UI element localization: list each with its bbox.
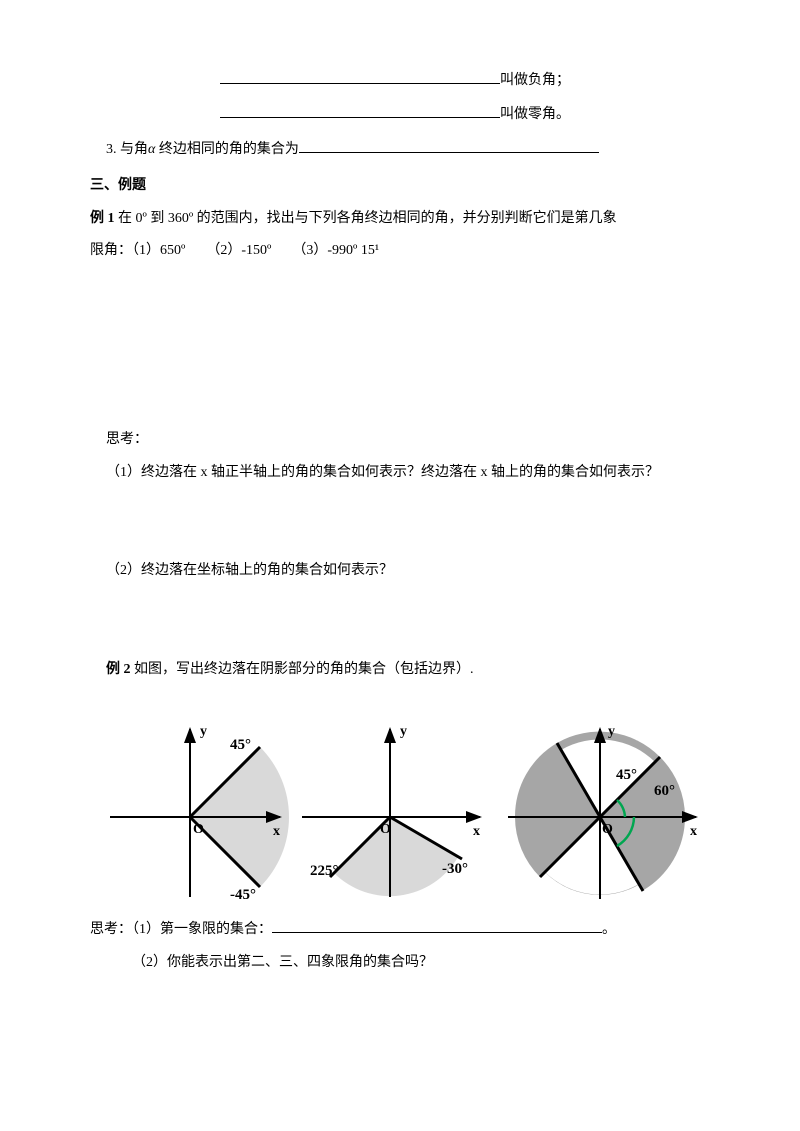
y-label: y xyxy=(200,724,207,739)
example-1: 例 1 在 0º 到 360º 的范围内，找出与下列各角终边相同的角，并分别判断… xyxy=(90,206,710,233)
text: 终边相同的角的集合为 xyxy=(155,142,299,157)
origin-label: O xyxy=(602,822,613,837)
figure-3: y x O 45° 60° xyxy=(490,717,710,907)
text: 在 0º 到 360º 的范围内，找出与下列各角终边相同的角，并分别判断它们是第… xyxy=(115,211,617,226)
angle-neg30: -30° xyxy=(442,861,468,877)
example-label: 例 2 xyxy=(106,662,131,677)
figure-row: y x O 45° -45° y x O 225° xyxy=(90,717,710,907)
think2-q2: （2）你能表示出第二、三、四象限角的集合吗？ xyxy=(90,950,710,977)
angle-60: 60° xyxy=(654,783,675,799)
origin-label: O xyxy=(380,822,391,837)
x-label: x xyxy=(473,824,480,839)
example-2: 例 2 如图，写出终边落在阴影部分的角的集合（包括边界）. xyxy=(90,657,710,684)
think-q1: （1）终边落在 x 轴正半轴上的角的集合如何表示？终边落在 x 轴上的角的集合如… xyxy=(90,460,710,487)
x-label: x xyxy=(690,824,697,839)
figure-1: y x O 45° -45° xyxy=(90,717,290,907)
blank-zero-angle: 叫做零角。 xyxy=(90,100,710,128)
text: 叫做负角； xyxy=(500,73,570,88)
blank-line xyxy=(220,100,500,118)
text: 。 xyxy=(602,922,616,937)
text: 思考： xyxy=(90,922,132,937)
origin-label: O xyxy=(193,822,204,837)
example-1-line2: 限角：（1）650º （2）-150º （3）-990º 15¹ xyxy=(90,238,710,265)
text: （1）第一象限的集合： xyxy=(132,922,272,937)
blank-line xyxy=(299,135,599,153)
text: （2）你能表示出第二、三、四象限角的集合吗？ xyxy=(132,955,433,970)
angle-neg45: -45° xyxy=(230,887,256,903)
angle-45: 45° xyxy=(616,767,637,783)
text: 如图，写出终边落在阴影部分的角的集合（包括边界）. xyxy=(131,662,474,677)
item-3: 3. 与角α 终边相同的角的集合为 xyxy=(90,135,710,163)
y-label: y xyxy=(400,724,407,739)
x-label: x xyxy=(273,824,280,839)
blank-negative-angle: 叫做负角； xyxy=(90,66,710,94)
text: 叫做零角。 xyxy=(500,107,570,122)
text: 3. 与角 xyxy=(106,142,148,157)
section-3-title: 三、例题 xyxy=(90,173,710,200)
angle-225: 225° xyxy=(310,863,339,879)
think-q2: （2）终边落在坐标轴上的角的集合如何表示？ xyxy=(90,558,710,585)
blank-line xyxy=(220,66,500,84)
angle-45: 45° xyxy=(230,737,251,753)
think-title: 思考： xyxy=(90,427,710,454)
y-label: y xyxy=(608,724,615,739)
example-label: 例 1 xyxy=(90,211,115,226)
figure-2: y x O 225° -30° xyxy=(290,717,490,907)
think2-q1: 思考：（1）第一象限的集合： 。 xyxy=(90,915,710,943)
blank-line xyxy=(272,915,602,933)
